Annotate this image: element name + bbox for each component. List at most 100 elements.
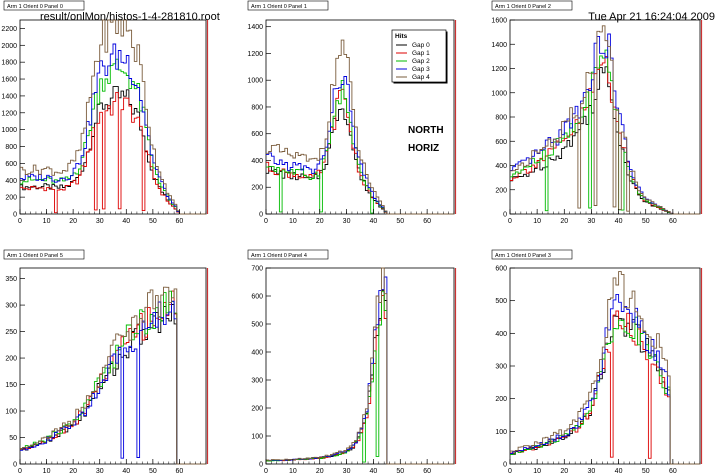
- panel-title: Arm 1 Orient 0 Panel 0: [7, 4, 63, 10]
- x-tick-label: 0: [264, 468, 268, 474]
- legend-entry: Gap 4: [412, 74, 430, 81]
- series-gap-4: [510, 271, 700, 465]
- y-tick-label: 0: [259, 462, 263, 469]
- annotation-horiz: HORIZ: [408, 143, 439, 154]
- x-tick-label: 50: [396, 468, 404, 474]
- y-tick-label: 1000: [1, 127, 17, 134]
- x-tick-label: 40: [615, 468, 623, 474]
- y-tick-label: 300: [495, 364, 507, 371]
- x-tick-label: 0: [18, 218, 22, 225]
- y-tick-label: 0: [13, 212, 17, 219]
- y-tick-label: 1600: [1, 77, 17, 84]
- panel-title: Arm 1 Orient 0 Panel 1: [251, 4, 307, 10]
- x-tick-label: 0: [508, 218, 512, 225]
- histogram-panel-2: Arm 1 Orient 0 Panel 20 10 20 30 40 50 6002004…: [491, 0, 703, 225]
- legend-entry: Gap 3: [412, 66, 430, 73]
- panel-title-box: [247, 0, 329, 11]
- series-gap-4: [510, 25, 700, 215]
- x-tick-label: 50: [642, 468, 650, 474]
- y-tick-label: 300: [251, 378, 263, 385]
- y-tick-label: 800: [495, 115, 507, 122]
- y-tick-label: 200: [495, 187, 507, 194]
- series-gap-2: [20, 58, 206, 215]
- x-tick-label: 40: [122, 468, 130, 474]
- y-tick-label: 300: [5, 303, 17, 310]
- series-gap-1: [20, 91, 206, 215]
- histogram-panel-0: Arm 1 Orient 0 Panel 00 10 20 30 40 50 6002004…: [1, 0, 209, 225]
- y-tick-label: 350: [5, 276, 17, 283]
- y-tick-label: 400: [5, 178, 17, 185]
- panel-title: Arm 1 Orient 0 Panel 5: [7, 253, 63, 259]
- panel-title: Arm 1 Orient 0 Panel 4: [251, 253, 307, 259]
- y-tick-label: 1200: [1, 110, 17, 117]
- y-tick-label: 600: [5, 161, 17, 168]
- y-tick-label: 600: [495, 266, 507, 273]
- series-gap-4: [20, 19, 206, 215]
- y-tick-label: 1600: [491, 18, 507, 25]
- y-tick-label: 200: [5, 195, 17, 202]
- y-tick-label: 100: [495, 429, 507, 436]
- plot-frame: [19, 19, 207, 215]
- y-tick-label: 500: [495, 298, 507, 305]
- x-tick-label: 30: [343, 468, 351, 474]
- y-tick-label: 0: [503, 212, 507, 219]
- x-tick-label: 50: [149, 218, 157, 225]
- y-tick-label: 400: [495, 163, 507, 170]
- legend-entry: Gap 2: [412, 58, 430, 65]
- x-tick-label: 30: [96, 218, 104, 225]
- legend-entry: Gap 1: [412, 50, 430, 57]
- panel-title-box: [3, 0, 85, 11]
- x-tick-label: 10: [43, 218, 51, 225]
- x-tick-label: 20: [316, 218, 324, 225]
- x-tick-label: 20: [69, 468, 77, 474]
- timestamp: Tue Apr 21 16:24:04 2009: [588, 11, 715, 23]
- y-tick-label: 1200: [491, 66, 507, 73]
- y-tick-label: 600: [495, 139, 507, 146]
- histogram-panel-3: Arm 1 Orient 0 Panel 5 0 10 20 30 40 50 60 0 50 10…: [3, 249, 209, 474]
- x-tick-label: 0: [18, 468, 22, 474]
- x-tick-label: 50: [642, 218, 650, 225]
- histogram-panel-5: Arm 1 Orient 0 Panel 30 10 20 30 40 50 6001002…: [491, 249, 703, 474]
- x-tick-label: 0: [508, 468, 512, 474]
- y-tick-label: 250: [5, 329, 17, 336]
- y-tick-label: 200: [251, 185, 263, 192]
- file-path-title: result/onlMon/histos-1-4-281810.root: [40, 11, 220, 23]
- legend-box: [391, 29, 447, 83]
- x-tick-label: 10: [43, 468, 51, 474]
- x-tick-label: 40: [370, 218, 378, 225]
- y-tick-label: 800: [251, 104, 263, 111]
- y-tick-label: 500: [251, 322, 263, 329]
- annotation-north: NORTH: [408, 125, 444, 136]
- y-tick-label: 150: [5, 382, 17, 389]
- y-tick-label: 100: [251, 434, 263, 441]
- histogram-panel-4: Arm 1 Orient 0 Panel 40 10 20 30 40 50 6001002…: [247, 249, 457, 474]
- x-tick-label: 0: [264, 218, 268, 225]
- y-tick-label: 1400: [1, 93, 17, 100]
- series-gap-2: [20, 290, 206, 465]
- x-tick-label: 40: [615, 218, 623, 225]
- series-gap-4: [266, 39, 454, 215]
- series-gap-0: [20, 86, 206, 215]
- panel-title-box: [247, 249, 329, 260]
- y-tick-label: 1400: [491, 42, 507, 49]
- x-tick-label: 30: [343, 218, 351, 225]
- x-tick-label: 50: [396, 218, 404, 225]
- y-tick-label: 200: [251, 406, 263, 413]
- y-tick-label: 0: [259, 212, 263, 219]
- series-gap-4: [20, 286, 206, 465]
- y-tick-label: 100: [5, 409, 17, 416]
- legend-entry: Gap 0: [412, 42, 430, 49]
- x-tick-label: 20: [69, 218, 77, 225]
- y-tick-label: 700: [251, 266, 263, 273]
- x-tick-label: 10: [289, 468, 297, 474]
- y-tick-label: 1400: [247, 24, 263, 31]
- y-tick-label: 2000: [1, 43, 17, 50]
- y-tick-label: 200: [5, 356, 17, 363]
- series-gap-3: [20, 43, 206, 215]
- panel-title: Arm 1 Orient 0 Panel 3: [495, 253, 551, 259]
- panel-title-box: [3, 249, 85, 260]
- x-tick-label: 20: [316, 468, 324, 474]
- plot-frame: [509, 19, 701, 215]
- x-tick-label: 50: [149, 468, 157, 474]
